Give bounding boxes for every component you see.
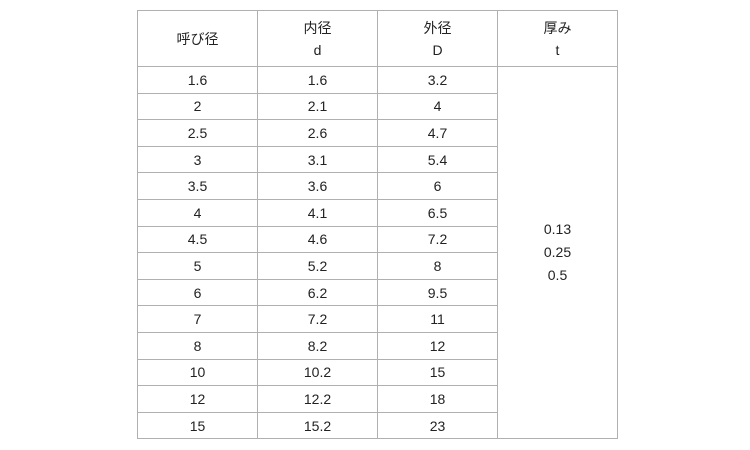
washer-size-table: 呼び径 内径 d 外径 D 厚み t 1.6 1.6 3.2 0.13 0.25 0.5 2 2.1… [137,10,618,440]
cell-outer-diameter: 4.7 [377,119,498,147]
header-row: 呼び径 内径 d 外径 D 厚み t [137,10,618,67]
header-label: 内径 [303,19,332,36]
table-row: 1.6 1.6 3.2 0.13 0.25 0.5 [137,65,618,440]
cell-nominal: 8 [137,331,258,360]
header-symbol: D [432,41,443,58]
table-row: 2.5 2.6 4.7 [137,119,618,147]
table-row: 5 5.2 8 [137,252,618,280]
cell-inner-diameter: 1.6 [257,66,378,94]
cell-inner-diameter: 3.6 [257,172,378,200]
cell-nominal: 3.5 [137,172,258,200]
cell-inner-diameter: 10.2 [257,358,378,387]
header-label: 厚み [543,19,572,36]
cell-inner-diameter: 15.2 [257,411,378,440]
cell-outer-diameter: 11 [377,305,498,333]
cell-inner-diameter: 12.2 [257,385,378,413]
cell-inner-diameter: 6.2 [257,278,378,307]
header-thickness: 厚み t [497,10,618,67]
table-row: 2 2.1 4 [137,92,618,121]
header-outer-diameter: 外径 D [377,10,498,67]
cell-inner-diameter: 8.2 [257,331,378,360]
cell-nominal: 5 [137,252,258,280]
header-inner-diameter: 内径 d [257,10,378,67]
cell-inner-diameter: 2.6 [257,119,378,147]
cell-outer-diameter: 4 [377,92,498,121]
cell-outer-diameter: 15 [377,358,498,387]
table-row: 10 10.2 15 [137,358,618,387]
header-symbol: t [555,41,560,58]
cell-inner-diameter: 7.2 [257,305,378,333]
header-nominal: 呼び径 [137,10,258,67]
cell-nominal: 2 [137,92,258,121]
table-row: 15 15.2 23 [137,411,618,440]
cell-inner-diameter: 3.1 [257,145,378,174]
header-label: 外径 [423,19,452,36]
cell-nominal: 4 [137,198,258,227]
table-row: 6 6.2 9.5 [137,278,618,307]
table-row: 7 7.2 11 [137,305,618,333]
cell-outer-diameter: 6 [377,172,498,200]
cell-nominal: 10 [137,358,258,387]
cell-nominal: 3 [137,145,258,174]
cell-nominal: 2.5 [137,119,258,147]
cell-nominal: 4.5 [137,225,258,254]
cell-inner-diameter: 2.1 [257,92,378,121]
header-label: 呼び径 [176,30,219,47]
cell-outer-diameter: 12 [377,331,498,360]
cell-outer-diameter: 23 [377,411,498,440]
cell-outer-diameter: 8 [377,252,498,280]
header-symbol: d [313,41,322,58]
cell-nominal: 1.6 [137,66,258,94]
thickness-value: 0.13 [543,221,572,238]
cell-inner-diameter: 4.6 [257,225,378,254]
table-row: 4 4.1 6.5 [137,198,618,227]
cell-thickness: 0.13 0.25 0.5 [497,65,618,440]
cell-nominal: 12 [137,385,258,413]
cell-nominal: 15 [137,411,258,440]
cell-outer-diameter: 18 [377,385,498,413]
cell-nominal: 6 [137,278,258,307]
cell-outer-diameter: 9.5 [377,278,498,307]
cell-inner-diameter: 5.2 [257,252,378,280]
cell-outer-diameter: 3.2 [377,66,498,94]
thickness-value: 0.5 [547,267,568,284]
cell-inner-diameter: 4.1 [257,198,378,227]
table-row: 3.5 3.6 6 [137,172,618,200]
thickness-value: 0.25 [543,244,572,261]
cell-outer-diameter: 5.4 [377,145,498,174]
cell-outer-diameter: 6.5 [377,198,498,227]
cell-nominal: 7 [137,305,258,333]
cell-outer-diameter: 7.2 [377,225,498,254]
